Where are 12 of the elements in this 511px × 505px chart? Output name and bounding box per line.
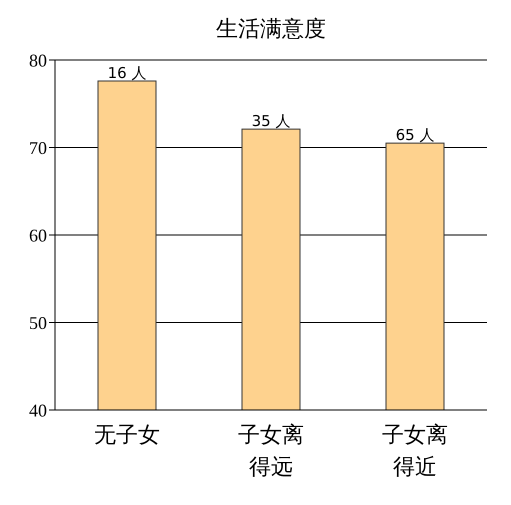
x-tick-label: 子女离得近 bbox=[382, 423, 448, 480]
annotation: 35 人 bbox=[252, 112, 290, 130]
y-tick-label: 80 bbox=[29, 50, 47, 70]
x-tick-label: 子女离得远 bbox=[238, 423, 304, 480]
chart-title: 生活满意度 bbox=[215, 16, 327, 44]
y-tick-label: 60 bbox=[29, 225, 47, 246]
y-tick-label: 50 bbox=[29, 312, 47, 333]
annotation: 65 人 bbox=[396, 126, 434, 144]
y-tick-label: 40 bbox=[29, 400, 47, 420]
x-tick-label: 无子女 bbox=[94, 423, 160, 448]
annotation: 16 人 bbox=[108, 64, 146, 82]
y-tick-label: 70 bbox=[29, 138, 47, 158]
